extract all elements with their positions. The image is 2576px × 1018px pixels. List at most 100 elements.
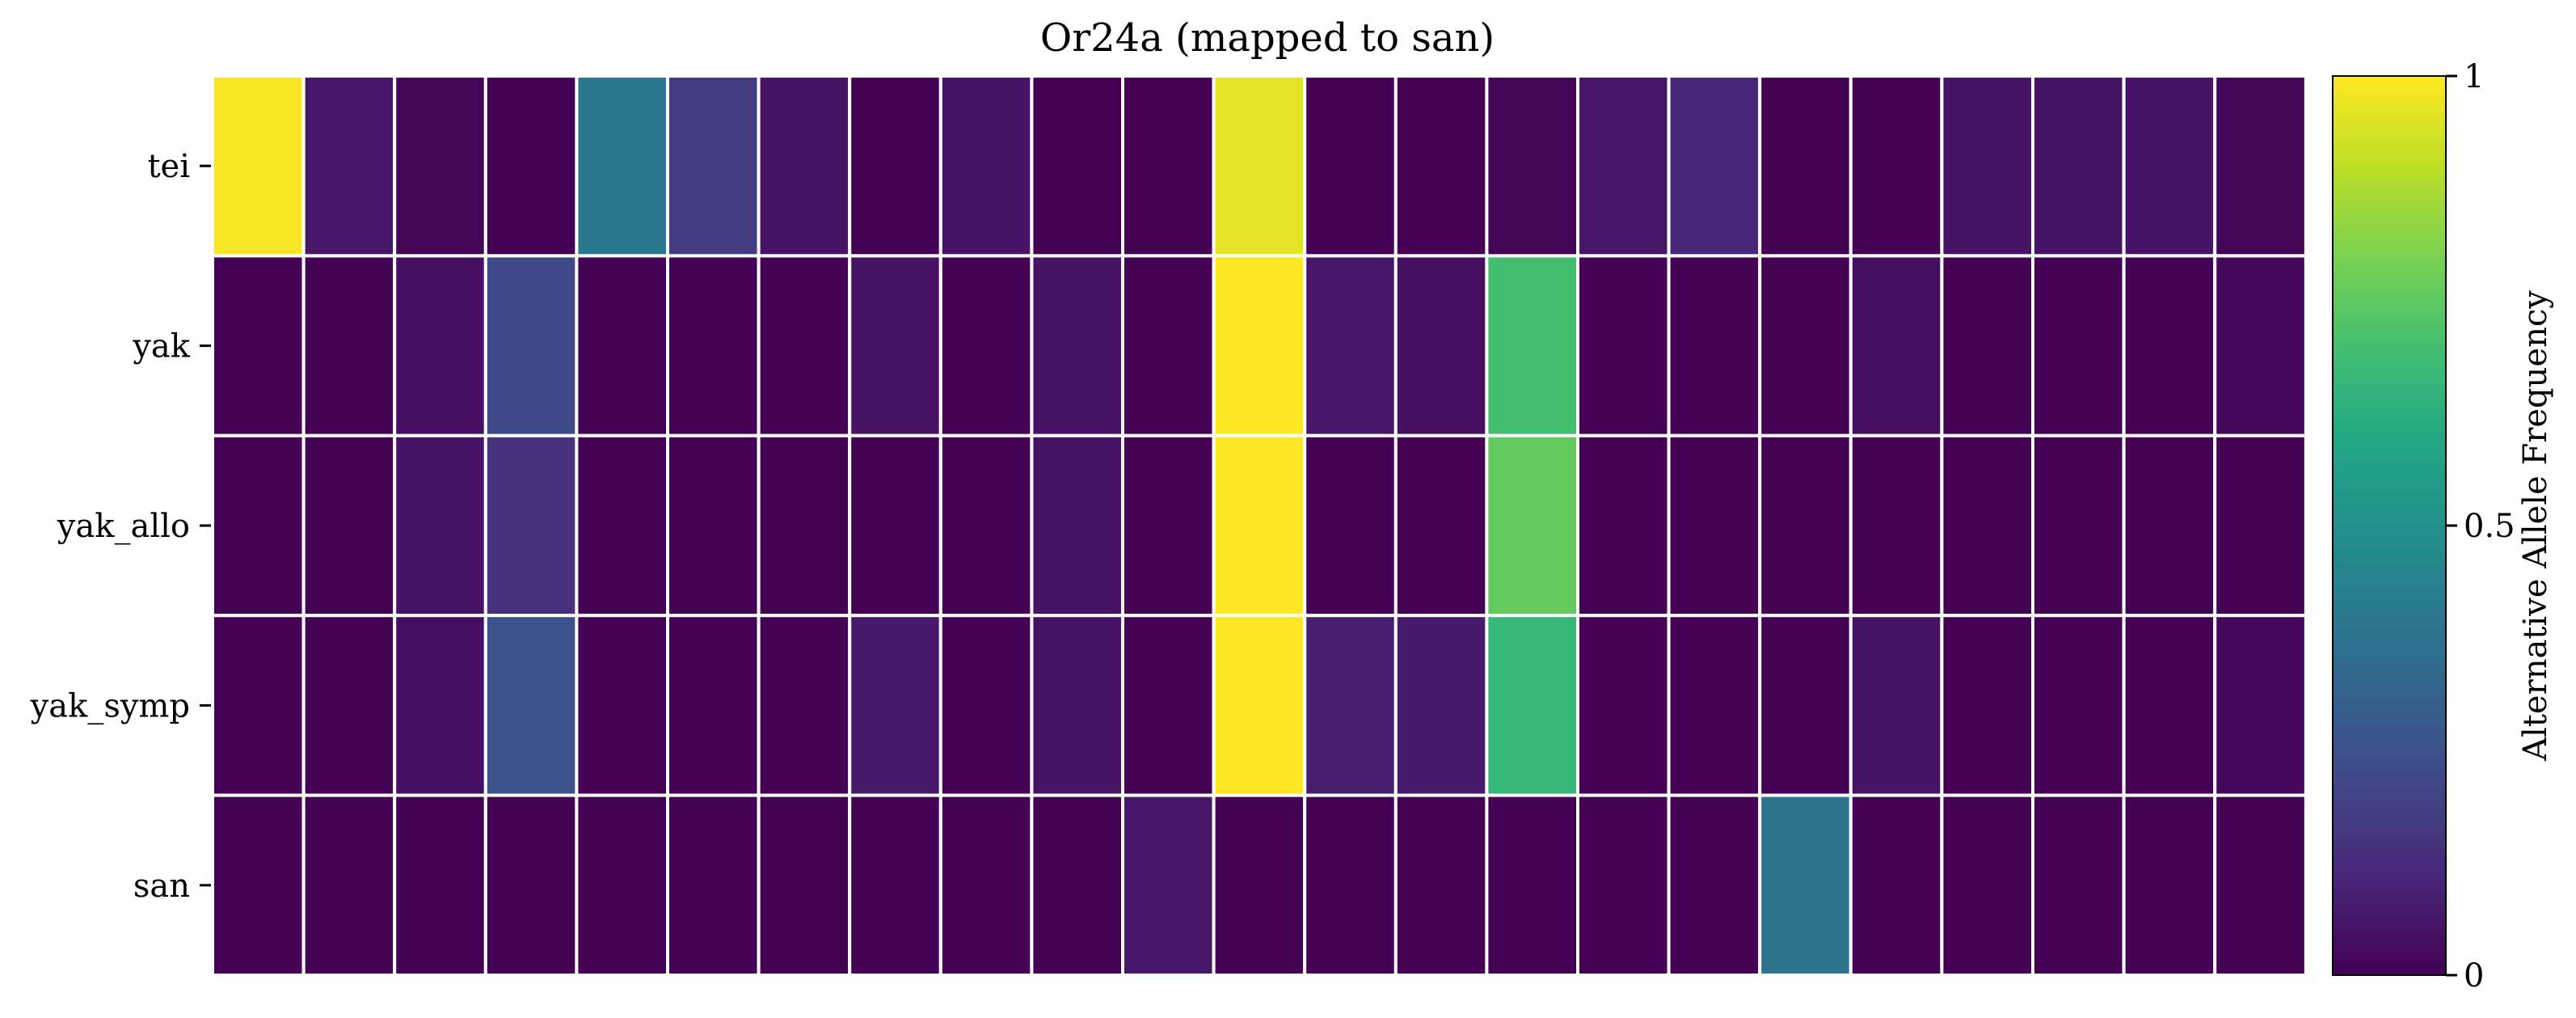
heatmap-cell xyxy=(301,614,397,797)
heatmap-cell xyxy=(1303,254,1398,437)
row-label: yak_allo xyxy=(57,508,190,545)
heatmap-cell xyxy=(575,433,670,618)
heatmap-cell xyxy=(1485,793,1580,977)
heatmap-cell xyxy=(211,254,306,437)
heatmap-cell xyxy=(575,614,670,797)
heatmap-cell xyxy=(1212,74,1307,258)
heatmap-cell xyxy=(301,433,397,618)
heatmap-cell xyxy=(757,433,852,618)
heatmap-cell xyxy=(938,433,1034,618)
heatmap-cell xyxy=(1030,433,1125,618)
heatmap-cell xyxy=(1393,433,1489,618)
heatmap-cell xyxy=(211,793,306,977)
heatmap-cell xyxy=(393,254,487,437)
heatmap-cell xyxy=(938,793,1034,977)
heatmap-cell xyxy=(1485,614,1580,797)
heatmap-cell xyxy=(666,614,761,797)
colorbar-tick-label: 1 xyxy=(2464,58,2484,95)
heatmap-cell xyxy=(1667,254,1762,437)
heatmap-cell xyxy=(757,254,852,437)
heatmap-cell xyxy=(1849,433,1944,618)
heatmap-cell xyxy=(1303,614,1398,797)
heatmap-cell xyxy=(1030,614,1125,797)
heatmap-cell xyxy=(2031,74,2126,258)
heatmap-cell xyxy=(848,254,942,437)
heatmap-cell xyxy=(1576,74,1671,258)
heatmap-cell xyxy=(1667,74,1762,258)
heatmap-cell xyxy=(1940,433,2034,618)
heatmap-cell xyxy=(1393,793,1489,977)
heatmap-cell xyxy=(1393,254,1489,437)
row-label: san xyxy=(133,868,190,905)
heatmap-cell xyxy=(1576,793,1671,977)
heatmap-cell xyxy=(2213,614,2308,797)
heatmap-cell xyxy=(1667,433,1762,618)
heatmap-cell xyxy=(301,254,397,437)
heatmap-cell xyxy=(1030,793,1125,977)
heatmap-cell xyxy=(938,254,1034,437)
heatmap-cell xyxy=(1667,614,1762,797)
heatmap-cell xyxy=(1121,614,1216,797)
heatmap-cell xyxy=(2031,254,2126,437)
heatmap-cell xyxy=(1485,433,1580,618)
heatmap-cell xyxy=(1303,74,1398,258)
heatmap-cell xyxy=(1940,74,2034,258)
heatmap-cell xyxy=(1393,614,1489,797)
colorbar-label: Alternative Allele Frequency xyxy=(2517,290,2554,762)
heatmap-cell xyxy=(666,793,761,977)
heatmap-cell xyxy=(2122,614,2217,797)
row-label: yak xyxy=(132,328,190,365)
heatmap-cell xyxy=(1030,254,1125,437)
heatmap-cell xyxy=(757,793,852,977)
heatmap-cell xyxy=(1030,74,1125,258)
heatmap-cell xyxy=(483,793,579,977)
heatmap-cell xyxy=(1576,614,1671,797)
heatmap-cell xyxy=(1121,433,1216,618)
heatmap-cell xyxy=(1303,793,1398,977)
heatmap-cell xyxy=(483,614,579,797)
heatmap-cell xyxy=(2122,433,2217,618)
heatmap-cell xyxy=(848,793,942,977)
heatmap-cell xyxy=(1940,614,2034,797)
heatmap-cell xyxy=(2122,793,2217,977)
heatmap-cell xyxy=(2031,433,2126,618)
heatmap-cell xyxy=(2213,254,2308,437)
heatmap-cell xyxy=(757,74,852,258)
colorbar xyxy=(2332,75,2447,976)
colorbar-tick-label: 0.5 xyxy=(2464,508,2515,545)
heatmap-cell xyxy=(2122,74,2217,258)
heatmap-cell xyxy=(393,74,487,258)
heatmap-cell xyxy=(483,433,579,618)
heatmap-cell xyxy=(393,614,487,797)
heatmap-cell xyxy=(1940,793,2034,977)
heatmap-cell xyxy=(1576,433,1671,618)
heatmap-cell xyxy=(1758,614,1853,797)
heatmap-cell xyxy=(301,74,397,258)
heatmap-cell xyxy=(848,433,942,618)
heatmap-cell xyxy=(666,254,761,437)
heatmap-cell xyxy=(1121,74,1216,258)
heatmap-cell xyxy=(1576,254,1671,437)
heatmap-cell xyxy=(666,74,761,258)
heatmap-cell xyxy=(1758,74,1853,258)
heatmap-cell xyxy=(2031,614,2126,797)
heatmap-cell xyxy=(393,433,487,618)
heatmap-cell xyxy=(848,74,942,258)
heatmap-cell xyxy=(1303,433,1398,618)
heatmap-cell xyxy=(1849,614,1944,797)
colorbar-ticks: 00.51 xyxy=(2446,58,2515,995)
row-label: yak_symp xyxy=(30,687,190,724)
heatmap-cell xyxy=(575,254,670,437)
heatmap-cell xyxy=(575,74,670,258)
heatmap-cell xyxy=(211,74,306,258)
heatmap-cell xyxy=(483,254,579,437)
heatmap-cell xyxy=(1758,793,1853,977)
heatmap-cell xyxy=(848,614,942,797)
heatmap-cell xyxy=(938,74,1034,258)
heatmap-cell xyxy=(211,433,306,618)
heatmap-cell xyxy=(1485,74,1580,258)
heatmap-cell xyxy=(1212,254,1307,437)
heatmap-cell xyxy=(1849,793,1944,977)
